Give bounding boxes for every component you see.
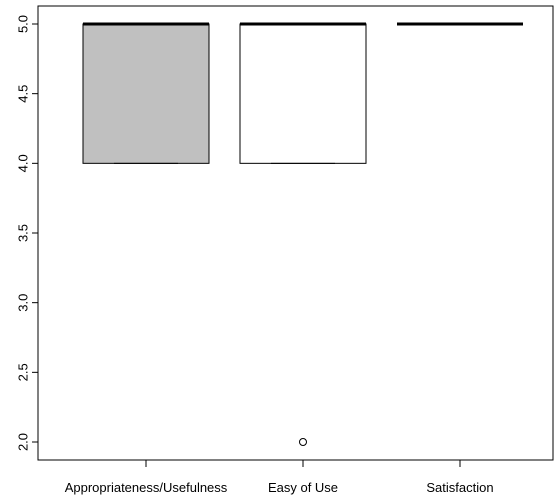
x-tick-label: Appropriateness/Usefulness xyxy=(65,480,228,495)
box-2 xyxy=(239,22,367,446)
y-tick-label: 2.5 xyxy=(15,363,30,381)
y-tick-label: 4.0 xyxy=(15,154,30,172)
y-tick-label: 3.0 xyxy=(15,294,30,312)
y-tick-label: 3.5 xyxy=(15,224,30,242)
y-tick-label: 4.5 xyxy=(15,85,30,103)
outlier-point xyxy=(299,438,307,446)
y-tick-label: 2.0 xyxy=(15,433,30,451)
x-tick-label: Easy of Use xyxy=(268,480,338,495)
box-1 xyxy=(82,22,210,164)
box-body xyxy=(239,23,367,164)
box-body xyxy=(82,23,210,164)
y-tick-label: 5.0 xyxy=(15,15,30,33)
x-tick-label: Satisfaction xyxy=(426,480,493,495)
